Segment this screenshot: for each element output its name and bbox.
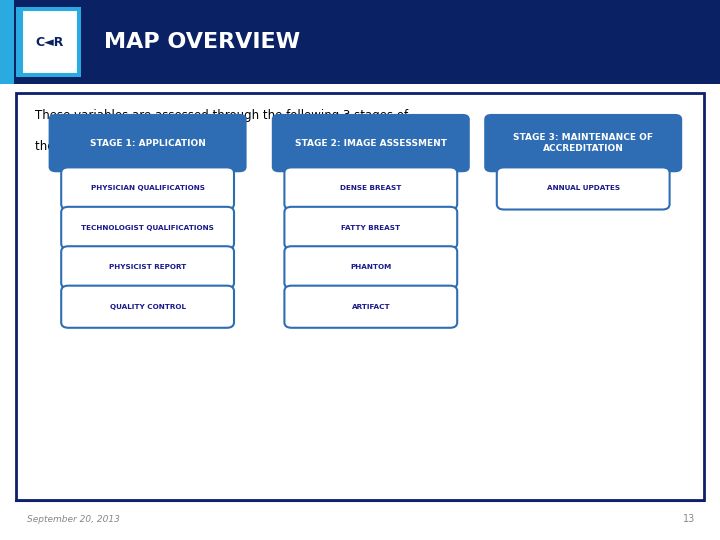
FancyBboxPatch shape bbox=[284, 207, 457, 249]
FancyBboxPatch shape bbox=[497, 167, 670, 210]
Text: These variables are assessed through the following 3 stages of: These variables are assessed through the… bbox=[35, 109, 408, 122]
FancyBboxPatch shape bbox=[16, 7, 81, 77]
FancyBboxPatch shape bbox=[61, 207, 234, 249]
Text: C◄R: C◄R bbox=[35, 36, 64, 49]
FancyBboxPatch shape bbox=[22, 10, 78, 74]
Text: PHANTOM: PHANTOM bbox=[350, 264, 392, 271]
FancyBboxPatch shape bbox=[48, 114, 246, 172]
Text: 13: 13 bbox=[683, 515, 695, 524]
FancyBboxPatch shape bbox=[284, 286, 457, 328]
FancyBboxPatch shape bbox=[272, 114, 470, 172]
FancyBboxPatch shape bbox=[16, 93, 704, 500]
Text: September 20, 2013: September 20, 2013 bbox=[27, 515, 120, 524]
Text: QUALITY CONTROL: QUALITY CONTROL bbox=[109, 303, 186, 310]
Text: STAGE 2: IMAGE ASSESSMENT: STAGE 2: IMAGE ASSESSMENT bbox=[294, 139, 447, 147]
Text: STAGE 1: APPLICATION: STAGE 1: APPLICATION bbox=[90, 139, 205, 147]
Text: DENSE BREAST: DENSE BREAST bbox=[340, 185, 402, 192]
Text: PHYSICIAN QUALIFICATIONS: PHYSICIAN QUALIFICATIONS bbox=[91, 185, 204, 192]
FancyBboxPatch shape bbox=[61, 167, 234, 210]
FancyBboxPatch shape bbox=[284, 167, 457, 210]
Text: STAGE 3: MAINTENANCE OF
ACCREDITATION: STAGE 3: MAINTENANCE OF ACCREDITATION bbox=[513, 133, 653, 153]
Text: PHYSICIST REPORT: PHYSICIST REPORT bbox=[109, 264, 186, 271]
FancyBboxPatch shape bbox=[284, 246, 457, 288]
Text: FATTY BREAST: FATTY BREAST bbox=[341, 225, 400, 231]
Text: the accreditation program:: the accreditation program: bbox=[35, 140, 194, 153]
FancyBboxPatch shape bbox=[0, 0, 14, 84]
FancyBboxPatch shape bbox=[485, 114, 683, 172]
Text: ANNUAL UPDATES: ANNUAL UPDATES bbox=[546, 185, 620, 192]
Text: TECHNOLOGIST QUALIFICATIONS: TECHNOLOGIST QUALIFICATIONS bbox=[81, 225, 214, 231]
Text: MAP OVERVIEW: MAP OVERVIEW bbox=[104, 32, 300, 52]
FancyBboxPatch shape bbox=[61, 286, 234, 328]
FancyBboxPatch shape bbox=[61, 246, 234, 288]
FancyBboxPatch shape bbox=[0, 0, 720, 84]
Text: ARTIFACT: ARTIFACT bbox=[351, 303, 390, 310]
